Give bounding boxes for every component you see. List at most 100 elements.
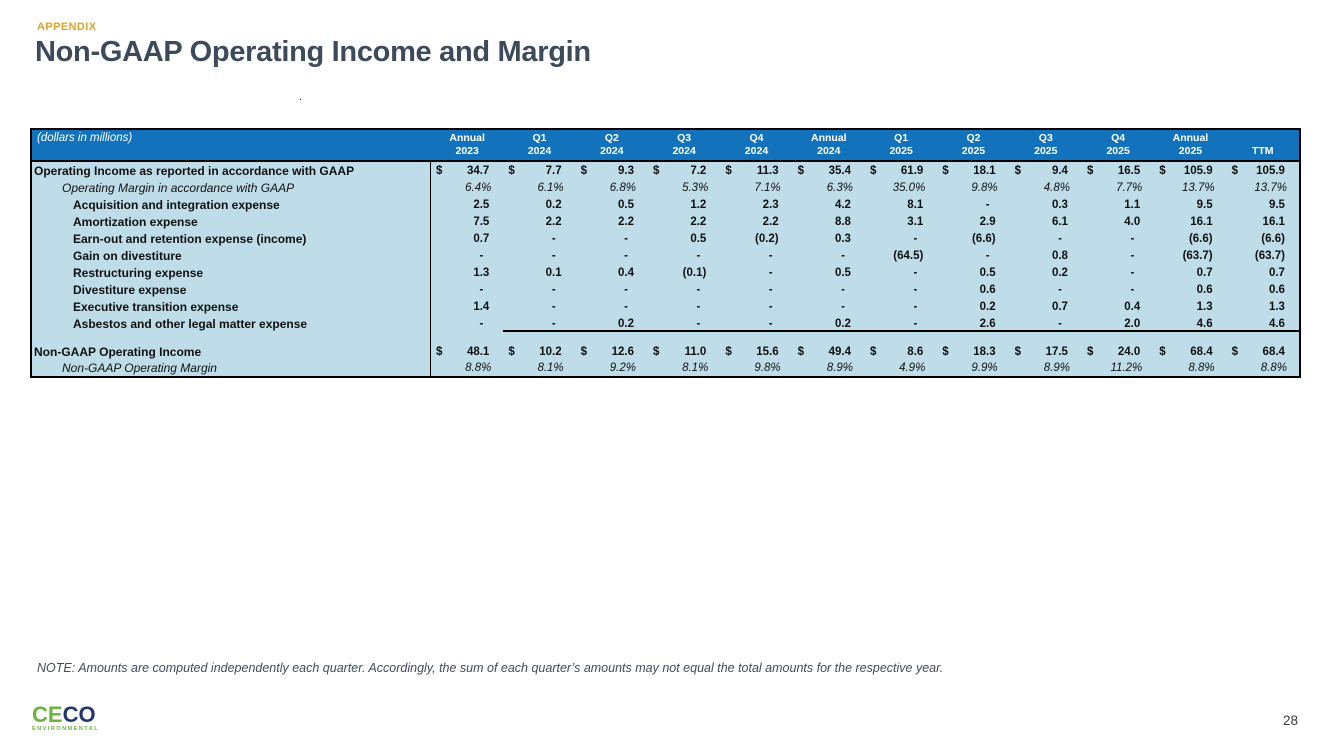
value-cell: 2.2 — [576, 216, 648, 228]
cell-value: 0.2 — [834, 317, 851, 330]
value-cell: 6.1 — [1010, 216, 1082, 228]
value-cell: 0.5 — [793, 267, 865, 279]
cell-value: - — [551, 317, 556, 330]
cell-value: 8.8 — [834, 215, 851, 228]
cell-value: 2.5 — [473, 198, 490, 211]
cell-value: (0.1) — [682, 266, 707, 279]
cell-value: 8.6 — [907, 346, 924, 358]
cell-value: - — [841, 283, 845, 296]
dollar-sign: $ — [580, 164, 588, 177]
cell-value: 9.8% — [971, 181, 998, 194]
column-header: Q2 2024 — [576, 130, 648, 160]
value-cell: 8.8% — [1227, 362, 1299, 374]
cell-value: 0.3 — [1051, 198, 1068, 211]
cell-value: 24.0 — [1117, 346, 1141, 358]
value-cell: - — [1082, 267, 1154, 279]
cell-value: - — [696, 249, 701, 262]
cell-value: 7.1% — [754, 181, 781, 194]
row-label: Non-GAAP Operating Income — [32, 344, 431, 360]
cell-value: 3.1 — [907, 215, 924, 228]
cell-value: - — [624, 232, 628, 245]
column-period-label: Q1 — [894, 132, 909, 144]
cell-value: 1.3 — [1268, 300, 1285, 313]
value-cell: - — [1010, 284, 1082, 296]
value-cell: 9.5 — [1227, 199, 1299, 211]
dollar-sign: $ — [725, 346, 732, 358]
cell-value: 16.1 — [1262, 215, 1285, 228]
value-cell: 3.1 — [865, 216, 937, 228]
value-cell: 6.3% — [793, 182, 865, 194]
value-cell: - — [793, 301, 865, 313]
dollar-sign: $ — [1159, 346, 1166, 358]
value-cell: 7.7% — [1082, 182, 1154, 194]
column-period-label: Q4 — [1111, 132, 1126, 144]
value-cell: 0.2 — [503, 199, 575, 211]
value-cell: - — [1010, 318, 1082, 330]
cell-value: - — [913, 283, 918, 296]
cell-value: 0.7 — [1196, 266, 1213, 279]
cell-value: 12.6 — [611, 346, 634, 358]
cell-value: - — [696, 317, 701, 330]
table-row: Divestiture expense - - - - - - - 0.6 - - 0.6 0.6 — [32, 281, 1299, 298]
column-header: Q4 2024 — [720, 130, 792, 160]
cell-value: 4.6 — [1196, 317, 1213, 330]
cell-value: - — [696, 283, 701, 296]
row-label: Acquisition and integration expense — [32, 196, 431, 213]
column-header: Q4 2025 — [1082, 130, 1154, 160]
value-cell: - — [503, 284, 575, 296]
value-cell: $49.4 — [793, 346, 865, 358]
column-header: Annual 2024 — [793, 130, 865, 160]
ceco-logo-wordmark: CECO — [32, 704, 99, 726]
cell-value: 1.3 — [1196, 300, 1213, 313]
value-cell: - — [431, 250, 503, 262]
value-cell: 0.2 — [937, 301, 1009, 313]
cell-value: 18.3 — [973, 346, 996, 358]
value-cell: 5.3% — [648, 182, 720, 194]
table-row: Operating Margin in accordance with GAAP… — [32, 179, 1299, 196]
value-cell: 0.3 — [793, 233, 865, 245]
value-cell: $105.9 — [1154, 165, 1226, 177]
value-cell: $9.3 — [576, 165, 648, 177]
value-cell: - — [576, 250, 648, 262]
value-cell: $10.2 — [503, 346, 575, 358]
cell-value: 7.5 — [473, 215, 490, 228]
value-cell: 2.9 — [937, 216, 1009, 228]
cell-value: 9.5 — [1268, 198, 1285, 211]
cell-value: 9.3 — [617, 164, 634, 177]
cell-value: 0.4 — [617, 266, 634, 279]
cell-value: 6.1% — [537, 181, 564, 194]
column-year-label: 2023 — [455, 145, 479, 157]
dollar-sign: $ — [436, 164, 443, 177]
cell-value: 4.6 — [1268, 317, 1285, 330]
value-cell: $15.6 — [720, 346, 792, 358]
cell-value: 68.4 — [1190, 346, 1213, 358]
cell-value: - — [985, 198, 990, 211]
value-cell: 8.8 — [793, 216, 865, 228]
value-cell: 6.1% — [503, 182, 575, 194]
cell-value: 4.9% — [899, 362, 926, 374]
cell-value: 2.2 — [545, 215, 562, 228]
cell-value: (0.2) — [754, 232, 779, 245]
value-cell: $18.1 — [937, 165, 1009, 177]
cell-value: 4.2 — [834, 198, 851, 211]
dollar-sign: $ — [1086, 346, 1094, 358]
cell-value: 13.7% — [1182, 181, 1215, 194]
cell-value: 68.4 — [1262, 346, 1285, 358]
row-label: Amortization expense — [32, 213, 431, 230]
value-cell: - — [720, 250, 792, 262]
value-cell: 4.6 — [1227, 318, 1299, 330]
value-cell: $9.4 — [1010, 165, 1082, 177]
column-header: TTM — [1227, 130, 1299, 160]
value-cell: 8.9% — [1010, 362, 1082, 374]
cell-value: 6.4% — [465, 181, 492, 194]
value-cell: - — [865, 284, 937, 296]
value-cell: $68.4 — [1227, 346, 1299, 358]
value-cell: 6.8% — [576, 182, 648, 194]
value-cell: 1.3 — [1154, 301, 1226, 313]
column-year-label: 2024 — [817, 145, 841, 157]
table-row: Operating Income as reported in accordan… — [32, 162, 1299, 179]
cell-value: 48.1 — [466, 346, 490, 358]
value-cell: 13.7% — [1154, 182, 1226, 194]
cell-value: 0.1 — [545, 266, 562, 279]
